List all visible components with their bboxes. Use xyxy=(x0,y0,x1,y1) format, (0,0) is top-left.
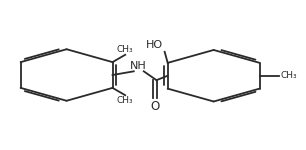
Text: CH₃: CH₃ xyxy=(117,45,133,54)
Text: NH: NH xyxy=(130,61,147,71)
Text: CH₃: CH₃ xyxy=(117,96,133,105)
Text: CH₃: CH₃ xyxy=(280,71,297,80)
Text: O: O xyxy=(150,100,159,113)
Text: HO: HO xyxy=(146,40,163,50)
